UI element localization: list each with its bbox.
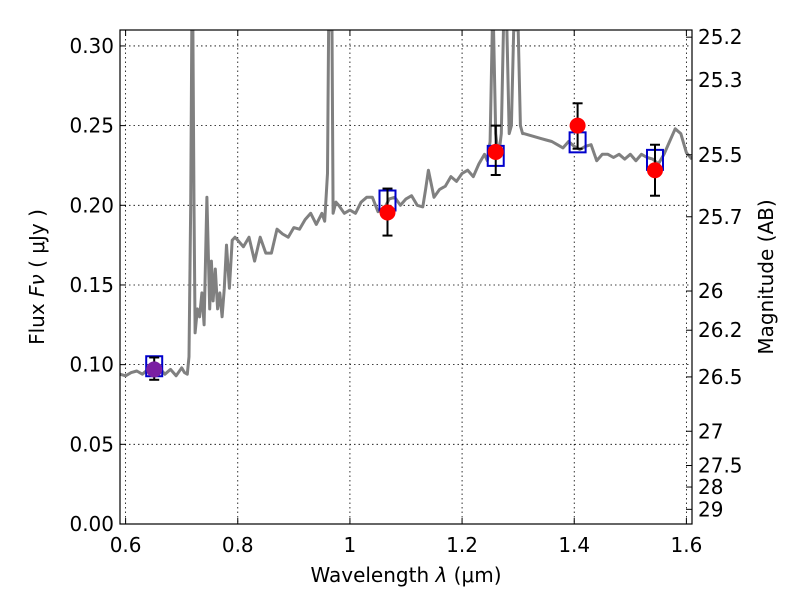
magnitude-tick-label: 26.5: [698, 365, 743, 389]
photometry-point-group: [568, 102, 587, 154]
spectrum-line: [120, 30, 692, 378]
magnitude-tick-label: 26: [698, 279, 723, 303]
x-tick-label: 1: [344, 533, 357, 557]
y-axis-ticks: 0.00 0.05 0.10 0.15 0.20 0.25 0.30: [69, 34, 126, 536]
right-axis-title: Magnitude (AB): [754, 199, 778, 354]
y-tick-label: 0.30: [69, 34, 114, 58]
magnitude-tick-label: 25.3: [698, 68, 743, 92]
magnitude-tick-label: 25.2: [698, 25, 743, 49]
photometry-points: [145, 102, 664, 381]
plot-frame: [119, 29, 693, 525]
y-tick-label: 0.25: [69, 114, 114, 138]
magnitude-tick-label: 25.7: [698, 205, 743, 229]
spectrum-layer: [120, 30, 692, 378]
observed-flux-point: [379, 204, 396, 221]
photometry-point-group: [378, 187, 397, 237]
y-tick-label: 0.20: [69, 193, 114, 217]
magnitude-tick-label: 25.5: [698, 143, 743, 167]
x-tick-label: 1.4: [558, 533, 590, 557]
magnitude-tick-label: 29: [698, 497, 723, 521]
observed-flux-point: [487, 143, 504, 160]
x-axis-title: Wavelength λ (μm): [310, 563, 501, 587]
x-tick-label: 1.6: [670, 533, 702, 557]
observed-flux-point: [646, 162, 663, 179]
y-axis-title: Flux Fν ( μJy ): [25, 209, 49, 345]
magnitude-tick-label: 28: [698, 475, 723, 499]
magnitude-tick-label: 27: [698, 419, 723, 443]
magnitude-tick-label: 27.5: [698, 454, 743, 478]
observed-flux-point: [146, 361, 163, 378]
x-tick-label: 0.8: [222, 533, 254, 557]
y-tick-label: 0.05: [69, 432, 114, 456]
x-tick-label: 0.6: [110, 533, 142, 557]
y-tick-label: 0.15: [69, 273, 114, 297]
photometry-point-group: [486, 124, 505, 177]
observed-flux-point: [569, 117, 586, 134]
x-axis-ticks: 0.6 0.8 1 1.2 1.4 1.6: [110, 30, 702, 557]
x-tick-label: 1.2: [446, 533, 478, 557]
magnitude-tick-label: 26.2: [698, 318, 743, 342]
photometry-point-group: [145, 355, 164, 381]
y-tick-label: 0.00: [69, 512, 114, 536]
photometry-point-group: [645, 143, 664, 197]
y-tick-label: 0.10: [69, 353, 114, 377]
